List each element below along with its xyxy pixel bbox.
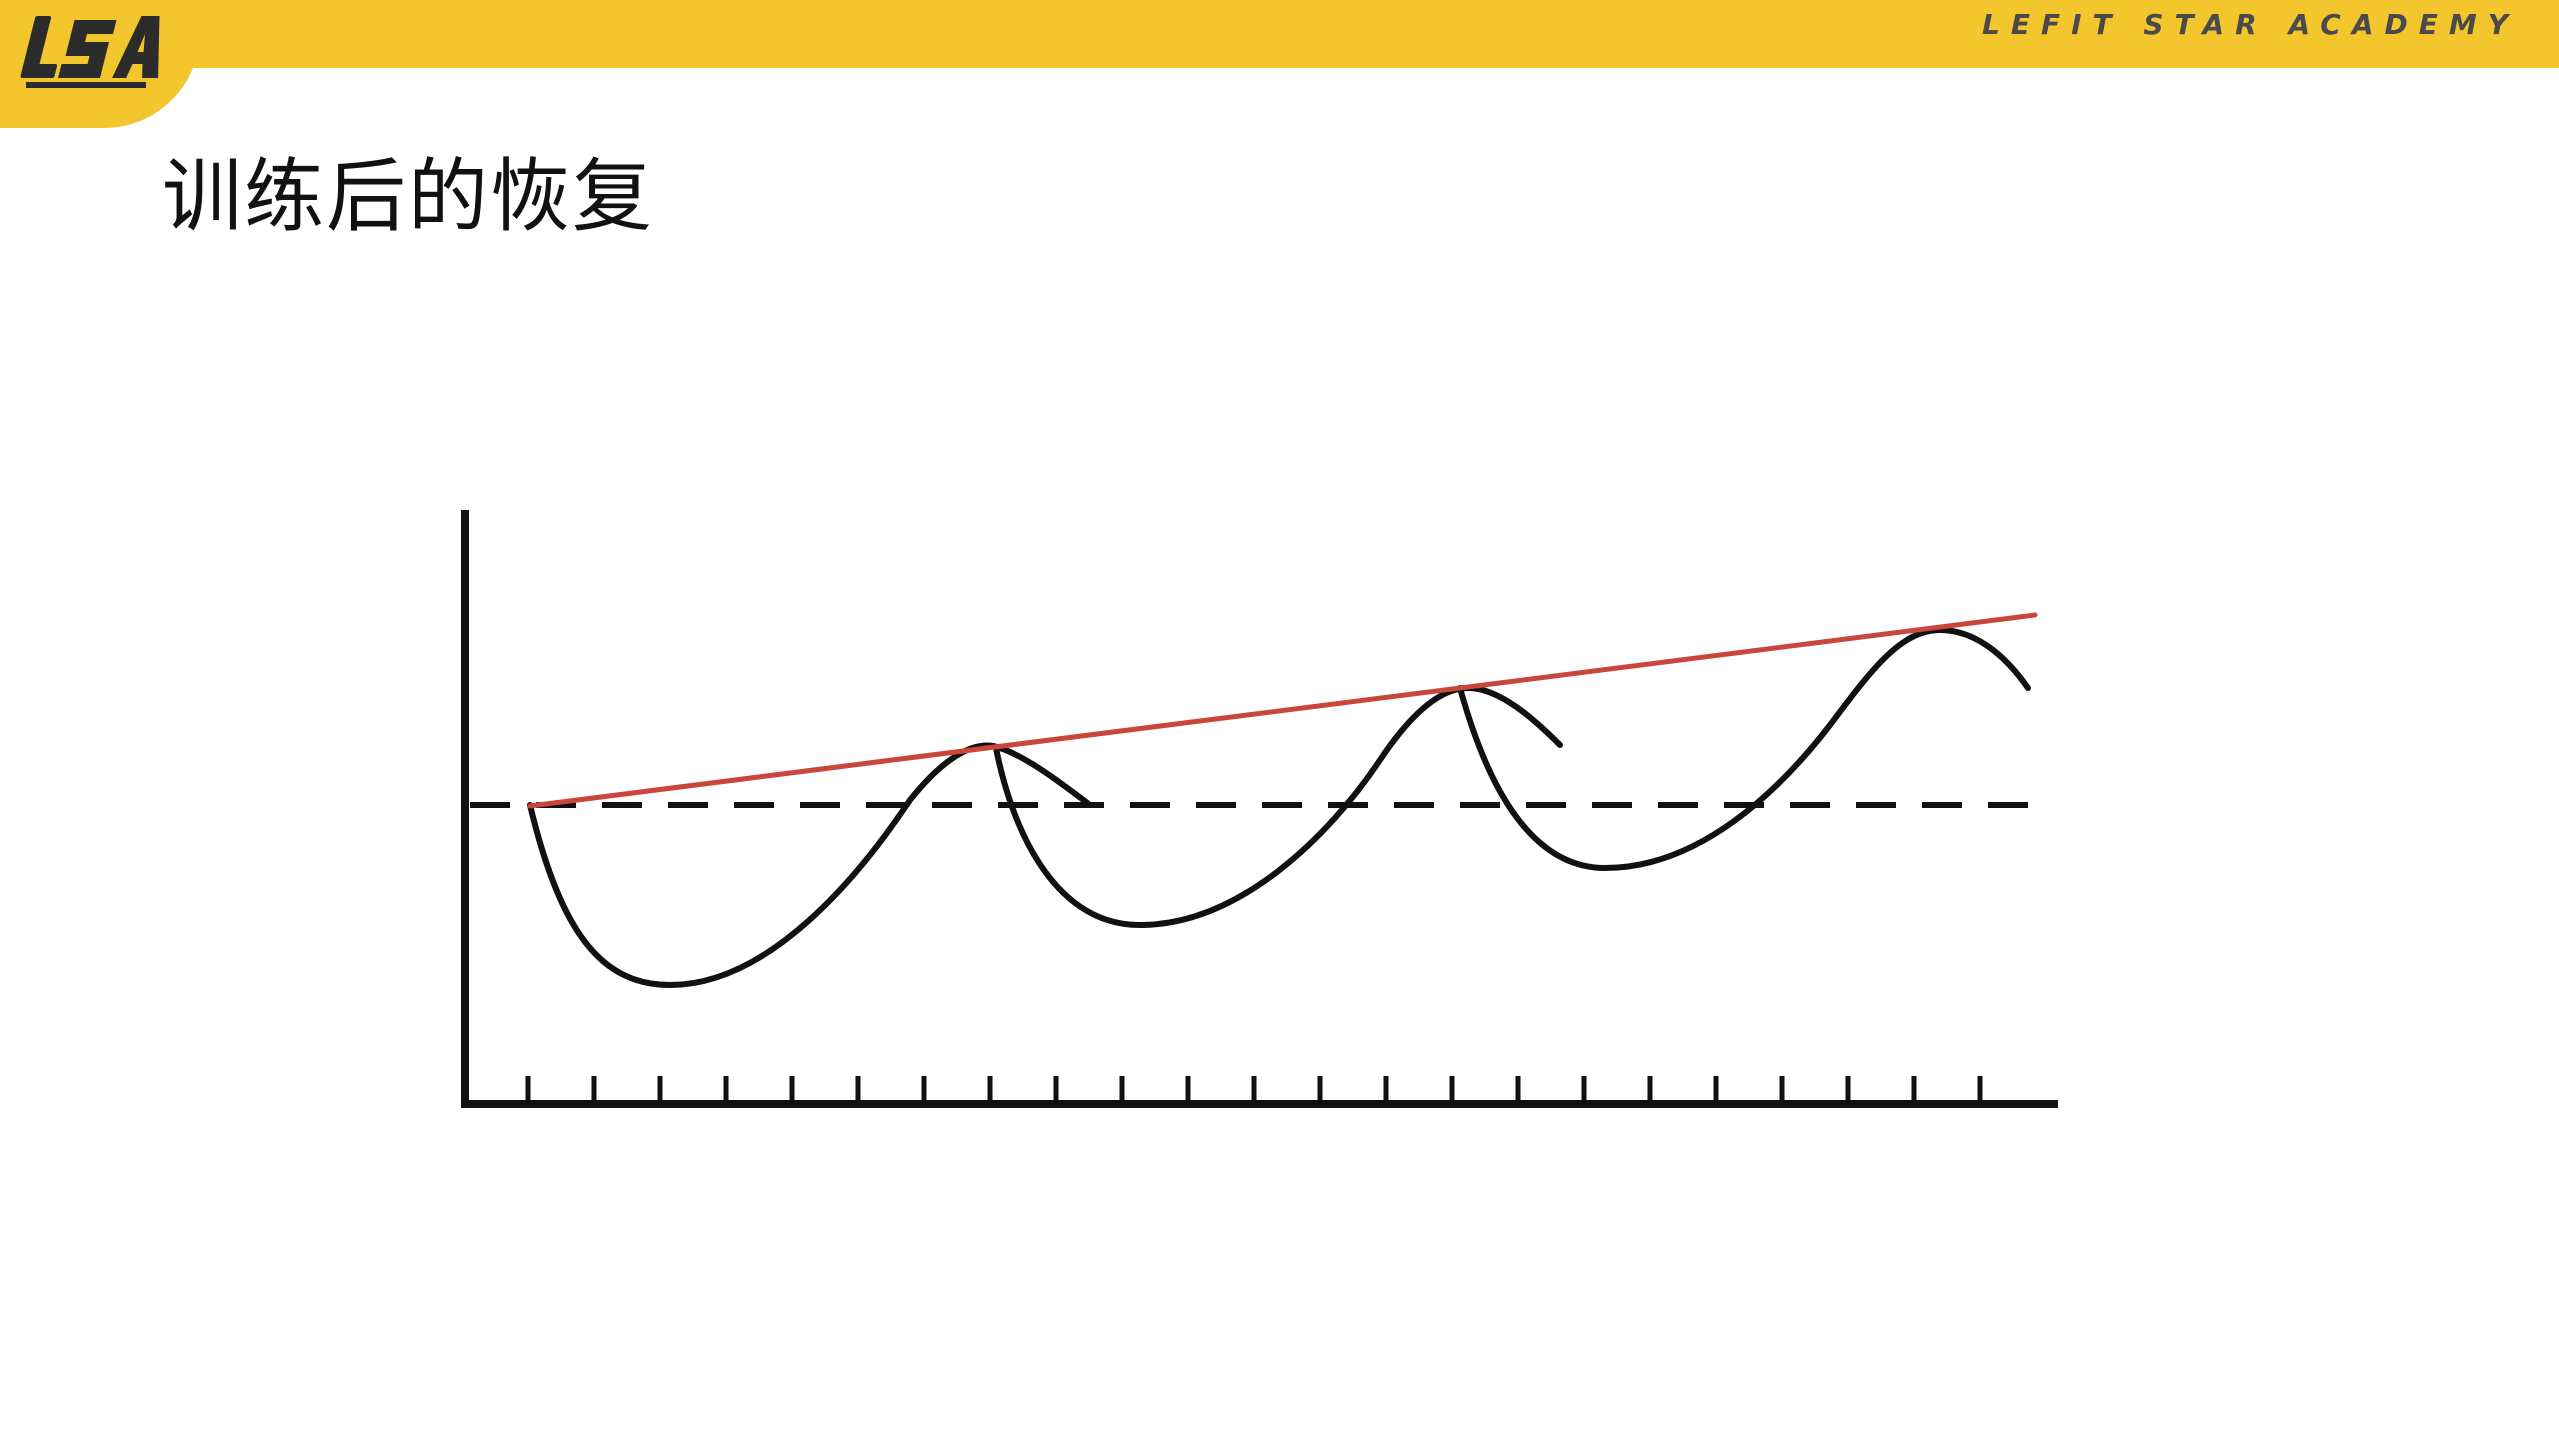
brand-name: LEFIT STAR ACADEMY	[1982, 8, 2519, 41]
recovery-curve-cycle-2	[993, 684, 1563, 929]
recovery-curve-cycle-3	[1457, 626, 2031, 872]
recovery-curve	[527, 742, 1093, 989]
trend-line	[527, 612, 2038, 809]
slide-title: 训练后的恢复	[162, 150, 654, 243]
x-axis-ticks	[525, 1076, 1983, 1102]
lsa-logo-icon	[20, 16, 160, 88]
header-band	[0, 0, 2559, 68]
